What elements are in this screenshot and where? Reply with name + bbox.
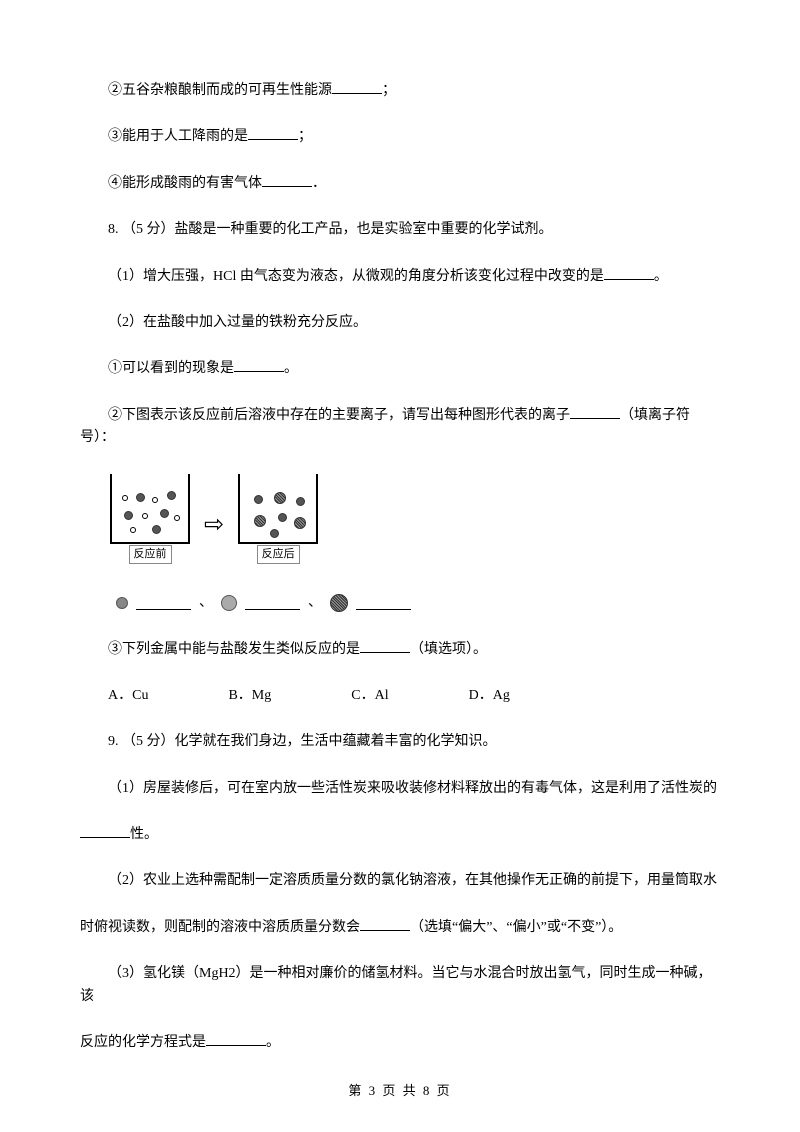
q7-item2-tail: ； <box>382 83 396 98</box>
legend-icon-a <box>116 597 128 609</box>
q8-s3b: （填选项）。 <box>410 642 487 657</box>
ion-icon <box>167 491 176 500</box>
ion-icon <box>142 513 148 519</box>
q9-p3a: （3）氢化镁（MgH2）是一种相对廉价的储氢材料。当它与水混合时放出氢气，同时生… <box>80 966 712 1003</box>
ion-icon <box>130 527 136 533</box>
legend-icon-b <box>221 595 237 611</box>
q9-p3b: 反应的化学方程式是 <box>80 1035 206 1050</box>
ion-icon <box>294 517 306 529</box>
option-b[interactable]: B．Mg <box>228 685 271 707</box>
q8-s2: ②下图表示该反应前后溶液中存在的主要离子，请写出每种图形代表的离子（填离子符号）… <box>80 405 720 450</box>
blank-legend-c[interactable] <box>356 596 411 610</box>
ion-icon <box>122 495 128 501</box>
ion-icon <box>160 509 169 518</box>
q7-item2-text: ②五谷杂粮酿制而成的可再生性能源 <box>108 83 332 98</box>
blank-q9-3[interactable] <box>206 1032 266 1046</box>
beaker-pair: 反应前 ⇨ 反应后 <box>110 474 318 565</box>
q9-p3: （3）氢化镁（MgH2）是一种相对廉价的储氢材料。当它与水混合时放出氢气，同时生… <box>80 963 720 1008</box>
q7-item3: ③能用于人工降雨的是 ； <box>80 126 720 148</box>
q8-s3a: ③下列金属中能与盐酸发生类似反应的是 <box>108 642 360 657</box>
ion-legend: 、 、 <box>116 592 720 614</box>
blank-q9-2[interactable] <box>360 917 410 931</box>
q8-s1: ①可以看到的现象是 。 <box>80 358 720 380</box>
q9-p3-cont: 反应的化学方程式是 。 <box>80 1032 720 1054</box>
legend-sep1: 、 <box>199 592 213 614</box>
q7-item3-tail: ； <box>298 129 312 144</box>
beaker-after-liquid <box>240 487 316 542</box>
blank-q7-4[interactable] <box>262 173 312 187</box>
ion-icon <box>254 495 263 504</box>
q8-s3: ③下列金属中能与盐酸发生类似反应的是 （填选项）。 <box>80 639 720 661</box>
q8-p1: （1）增大压强，HCl 由气态变为液态，从微观的角度分析该变化过程中改变的是 。 <box>80 266 720 288</box>
beaker-diagram: 反应前 ⇨ 反应后 <box>110 474 720 565</box>
q8-p2: （2）在盐酸中加入过量的铁粉充分反应。 <box>80 312 720 334</box>
blank-legend-a[interactable] <box>136 596 191 610</box>
ion-icon <box>174 515 180 521</box>
blank-q8-s2[interactable] <box>570 405 620 419</box>
blank-q8-s3[interactable] <box>360 639 410 653</box>
blank-q9-1[interactable] <box>80 824 130 838</box>
legend-icon-c <box>330 594 348 612</box>
q8-p1a: （1）增大压强，HCl 由气态变为液态，从微观的角度分析该变化过程中改变的是 <box>108 269 604 284</box>
q9-p2: （2）农业上选种需配制一定溶质质量分数的氯化钠溶液，在其他操作无正确的前提下，用… <box>80 870 720 892</box>
q8-p1b: 。 <box>654 269 668 284</box>
q9-p1: （1）房屋装修后，可在室内放一些活性炭来吸收装修材料释放出的有毒气体，这是利用了… <box>80 778 720 800</box>
option-c[interactable]: C．Al <box>351 685 388 707</box>
q9-p2b: 时俯视读数，则配制的溶液中溶质质量分数会 <box>80 920 360 935</box>
q8-s1b: 。 <box>284 361 298 376</box>
q8-s1a: ①可以看到的现象是 <box>108 361 234 376</box>
q7-item2: ②五谷杂粮酿制而成的可再生性能源 ； <box>80 80 720 102</box>
beaker-after-label: 反应后 <box>257 545 300 565</box>
q7-item4-text: ④能形成酸雨的有害气体 <box>108 176 262 191</box>
q9-head: 9. （5 分）化学就在我们身边，生活中蕴藏着丰富的化学知识。 <box>80 731 720 753</box>
q9-p1b: 性。 <box>130 827 158 842</box>
q9-p1a: （1）房屋装修后，可在室内放一些活性炭来吸收装修材料释放出的有毒气体，这是利用了… <box>108 781 717 796</box>
option-d[interactable]: D．Ag <box>469 685 510 707</box>
ion-icon <box>152 525 161 534</box>
legend-sep2: 、 <box>308 592 322 614</box>
ion-icon <box>254 515 266 527</box>
arrow-icon: ⇨ <box>198 506 230 564</box>
ion-icon <box>274 492 286 504</box>
beaker-before-liquid <box>112 487 188 542</box>
q8-s2a: ②下图表示该反应前后溶液中存在的主要离子，请写出每种图形代表的离子 <box>108 408 570 423</box>
q7-item3-text: ③能用于人工降雨的是 <box>108 129 248 144</box>
q8-head: 8. （5 分）盐酸是一种重要的化工产品，也是实验室中重要的化学试剂。 <box>80 219 720 241</box>
ion-icon <box>278 513 287 522</box>
q7-item4: ④能形成酸雨的有害气体 ． <box>80 173 720 195</box>
q9-p1-cont: 性。 <box>80 824 720 846</box>
q9-p2c: （选填“偏大”、“偏小”或“不变”）。 <box>410 920 622 935</box>
blank-legend-b[interactable] <box>245 596 300 610</box>
ion-icon <box>270 529 279 538</box>
blank-q7-2[interactable] <box>332 80 382 94</box>
beaker-before-block: 反应前 <box>110 474 190 565</box>
q8-options: A．Cu B．Mg C．Al D．Ag <box>108 685 720 707</box>
page-footer: 第 3 页 共 8 页 <box>0 1081 800 1102</box>
beaker-before-label: 反应前 <box>129 545 172 565</box>
beaker-after <box>238 474 318 544</box>
q7-item4-tail: ． <box>312 176 326 191</box>
beaker-after-block: 反应后 <box>238 474 318 565</box>
ion-icon <box>296 497 305 506</box>
q9-p2a: （2）农业上选种需配制一定溶质质量分数的氯化钠溶液，在其他操作无正确的前提下，用… <box>108 873 717 888</box>
ion-icon <box>152 497 158 503</box>
beaker-before <box>110 474 190 544</box>
blank-q8-1[interactable] <box>604 266 654 280</box>
blank-q8-s1[interactable] <box>234 358 284 372</box>
q9-p2-cont: 时俯视读数，则配制的溶液中溶质质量分数会 （选填“偏大”、“偏小”或“不变”）。 <box>80 917 720 939</box>
option-a[interactable]: A．Cu <box>108 685 148 707</box>
ion-icon <box>136 493 145 502</box>
ion-icon <box>124 511 133 520</box>
q9-p3c: 。 <box>266 1035 280 1050</box>
blank-q7-3[interactable] <box>248 126 298 140</box>
